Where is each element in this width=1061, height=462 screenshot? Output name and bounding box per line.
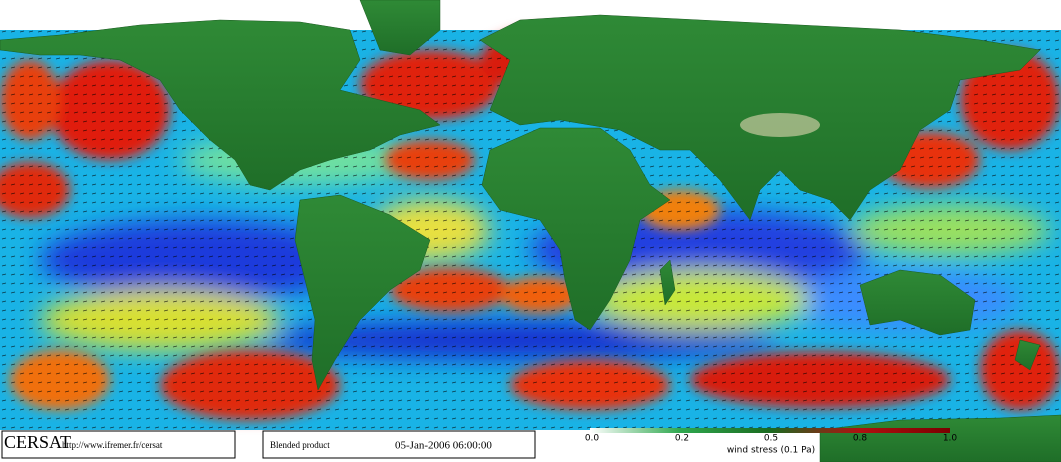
- colorbar-tick: 0.8: [853, 434, 868, 444]
- colorbar: [590, 428, 950, 433]
- url: http://www.ifremer.fr/cersat: [62, 440, 163, 450]
- colorbar-tick: 0.2: [675, 434, 689, 444]
- colorbar-tick: 1.0: [943, 434, 958, 444]
- info-box: [262, 430, 536, 459]
- logo-box: [1, 430, 236, 459]
- logo: CERSAT: [4, 432, 71, 452]
- colorbar-label: wind stress (0.1 Pa): [727, 446, 815, 456]
- datetime: 05-Jan-2006 06:00:00: [395, 440, 492, 452]
- colorbar-tick: 0.5: [764, 434, 778, 444]
- plateau: [740, 113, 820, 137]
- product: Blended product: [270, 440, 330, 450]
- footer: CERSAT http://www.ifremer.fr/cersat Blen…: [1, 428, 958, 459]
- colorbar-tick: 0.0: [585, 434, 600, 444]
